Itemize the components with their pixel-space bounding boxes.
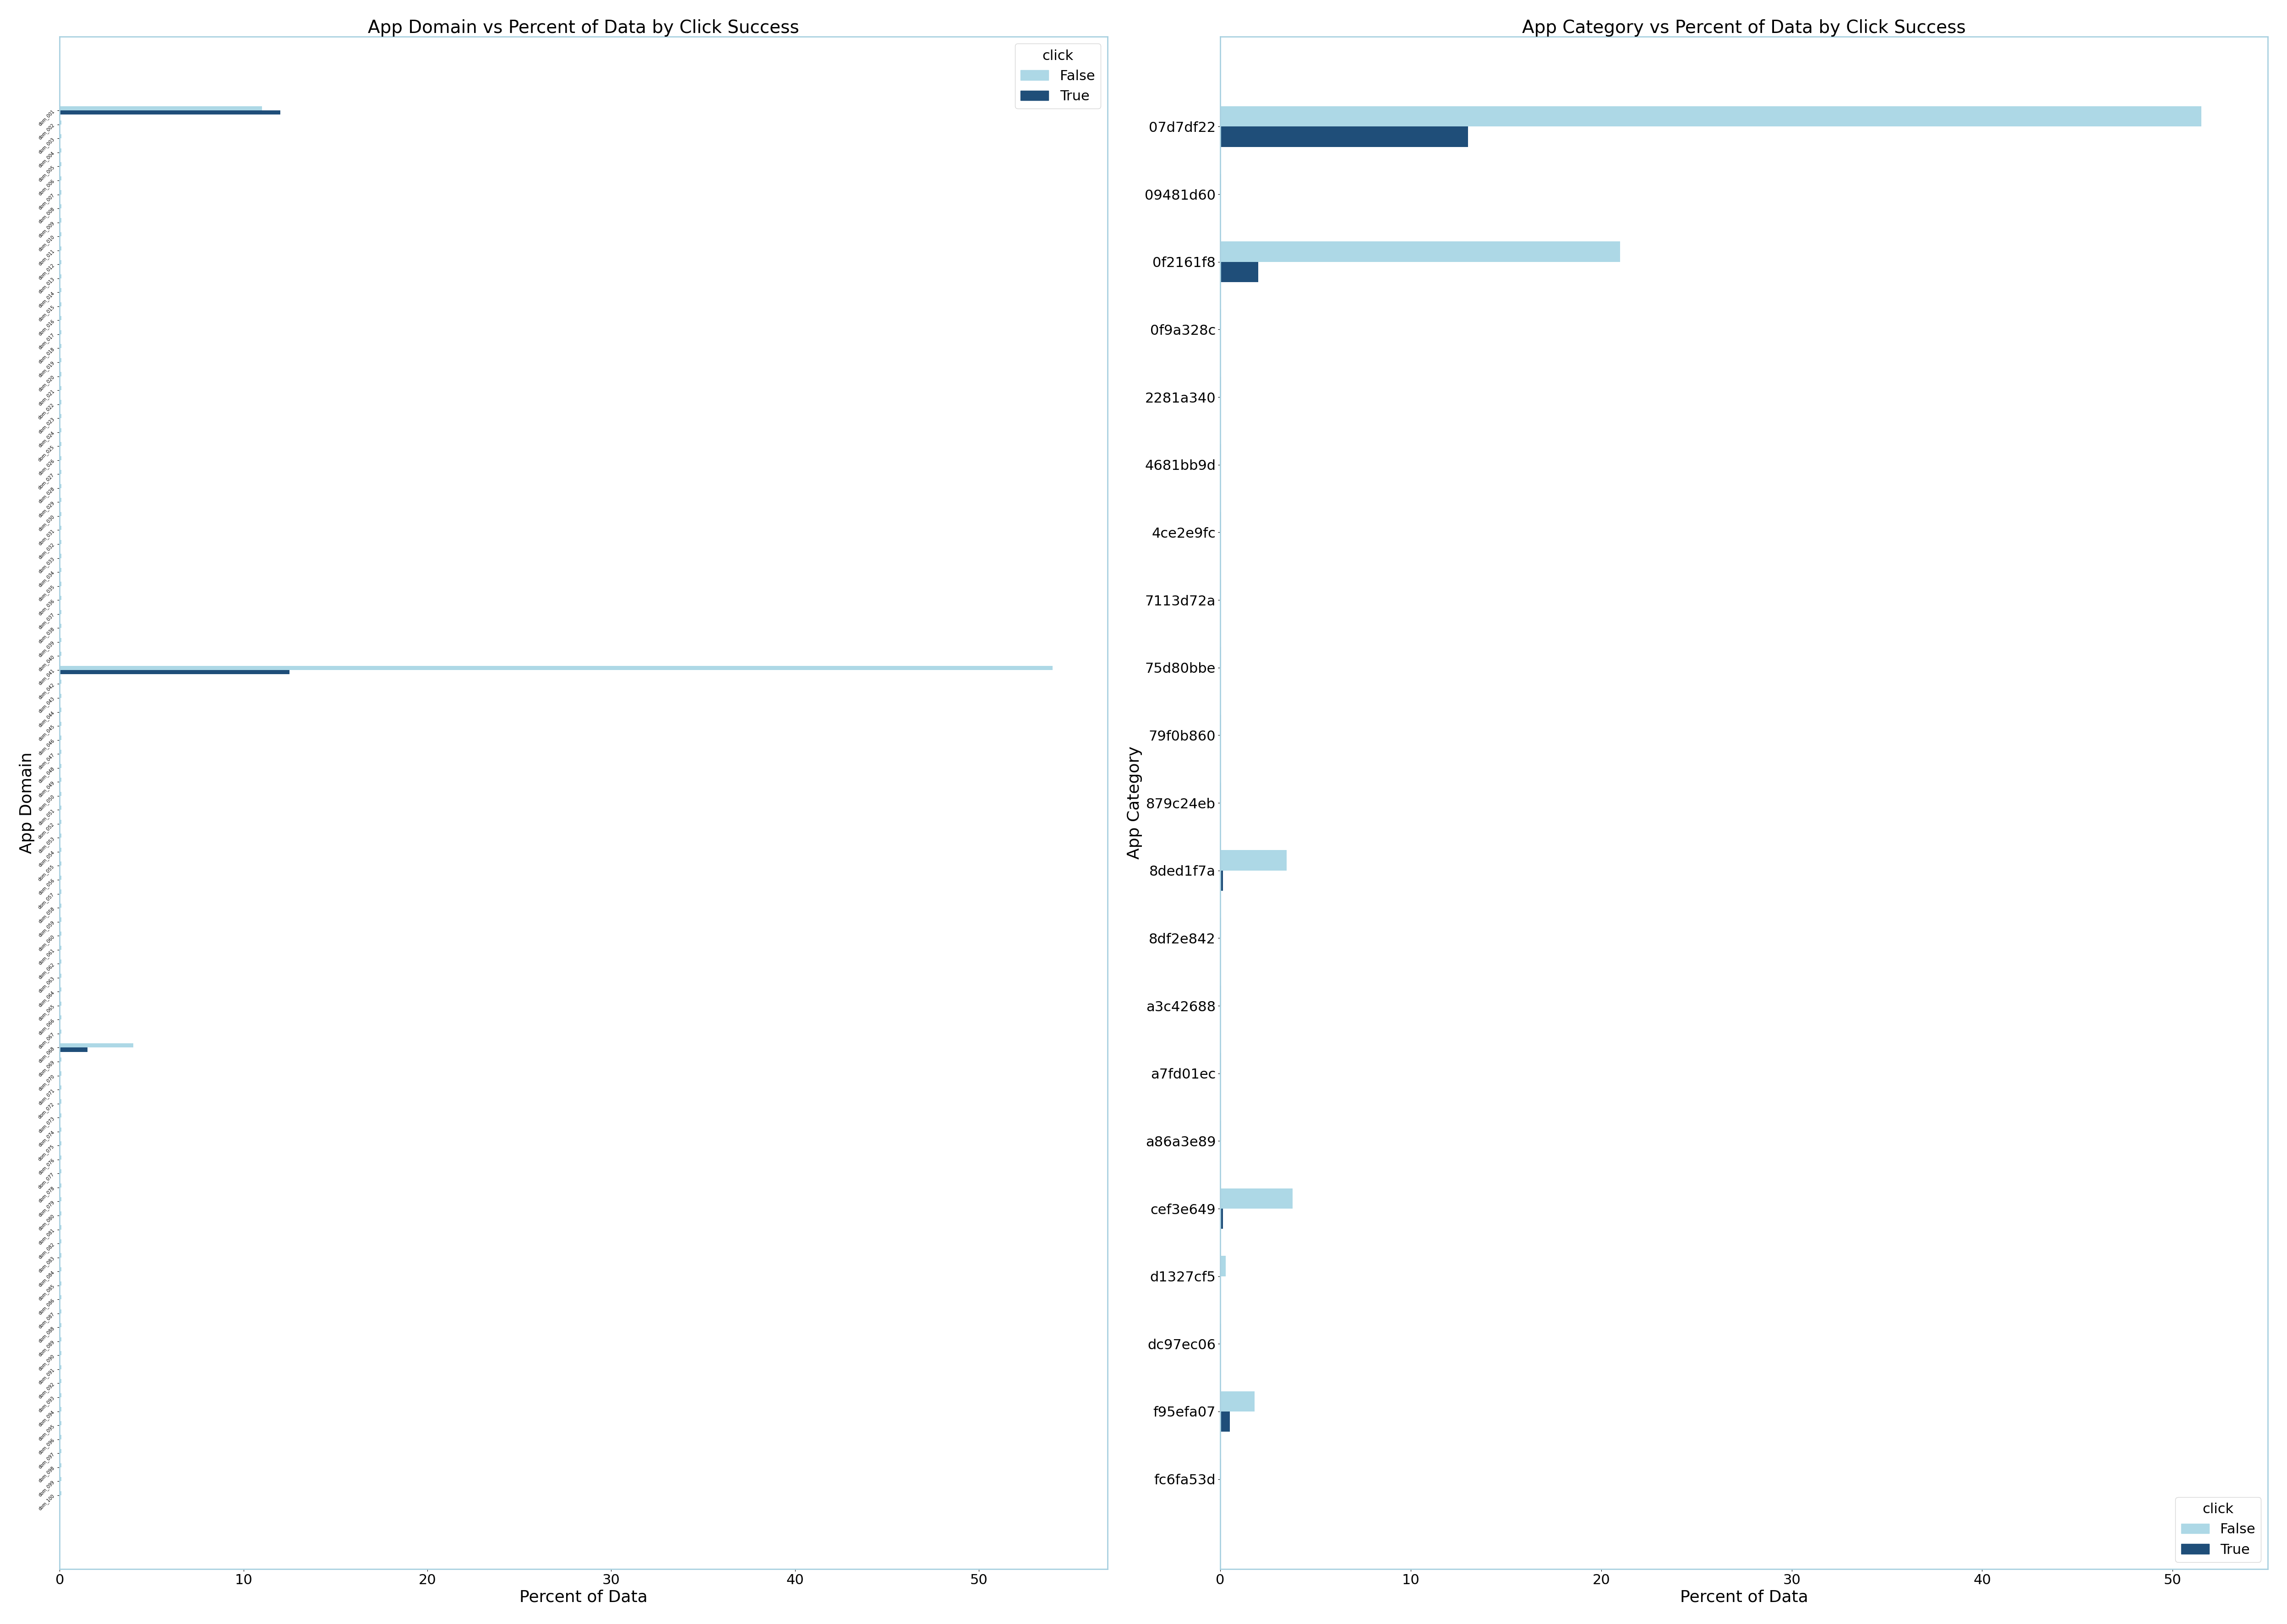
Bar bbox=[1221, 1255, 1226, 1276]
Bar bbox=[1221, 1208, 1224, 1229]
Legend: False, True: False, True bbox=[1015, 44, 1100, 109]
Bar bbox=[1221, 1392, 1256, 1411]
Bar bbox=[59, 106, 263, 110]
Bar bbox=[1221, 851, 1288, 870]
Title: App Category vs Percent of Data by Click Success: App Category vs Percent of Data by Click… bbox=[1523, 19, 1967, 36]
Bar bbox=[1221, 261, 1258, 283]
Bar bbox=[59, 110, 281, 115]
Y-axis label: App Domain: App Domain bbox=[18, 752, 34, 854]
Bar bbox=[59, 671, 290, 674]
Bar bbox=[1221, 1189, 1292, 1208]
Bar bbox=[1221, 106, 2202, 127]
Bar bbox=[59, 1047, 87, 1052]
Bar bbox=[1221, 1411, 1230, 1432]
X-axis label: Percent of Data: Percent of Data bbox=[1681, 1590, 1809, 1605]
X-axis label: Percent of Data: Percent of Data bbox=[519, 1590, 647, 1605]
Bar bbox=[1221, 127, 1468, 146]
Bar bbox=[1221, 242, 1619, 261]
Legend: False, True: False, True bbox=[2175, 1497, 2262, 1562]
Bar bbox=[59, 1044, 133, 1047]
Title: App Domain vs Percent of Data by Click Success: App Domain vs Percent of Data by Click S… bbox=[368, 19, 798, 36]
Bar bbox=[59, 666, 1052, 671]
Y-axis label: App Category: App Category bbox=[1127, 747, 1141, 859]
Bar bbox=[1221, 870, 1224, 892]
